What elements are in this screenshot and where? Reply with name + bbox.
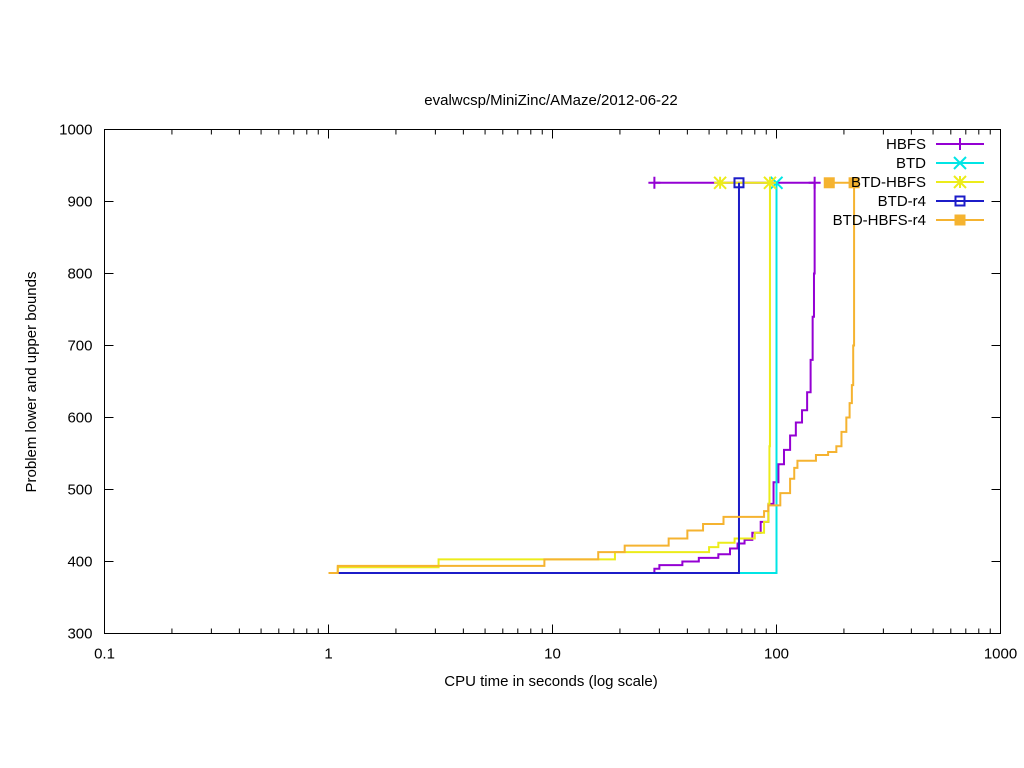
series-btd-hbfs-r4: [328, 177, 860, 575]
upper-bound-point: [769, 176, 784, 190]
legend-label: HBFS: [886, 136, 926, 153]
y-tick-label: 800: [67, 266, 92, 283]
y-tick-label: 600: [67, 410, 92, 427]
y-axis-label: Problem lower and upper bounds: [23, 272, 40, 493]
legend-item: BTD-HBFS-r4: [833, 212, 984, 229]
legend-label: BTD-HBFS: [851, 174, 926, 191]
legend: HBFS BTD BTD-HBFS BTD-r4 BTD-HBFS-r4: [833, 136, 984, 229]
y-tick-label: 500: [67, 482, 92, 499]
lower-bound-line: [328, 182, 771, 575]
legend-label: BTD: [896, 155, 926, 172]
legend-marker: [954, 195, 966, 207]
series-btd: [328, 176, 784, 575]
legend-item: BTD-HBFS: [851, 174, 984, 191]
legend-label: BTD-HBFS-r4: [833, 212, 926, 229]
x-tick-label: 10: [544, 646, 561, 663]
legend-marker: [954, 214, 966, 226]
series-layer: [328, 176, 860, 575]
y-axis-ticks: 300 400 500 600 700 800 900 1000: [59, 122, 1001, 643]
legend-item: BTD-r4: [878, 193, 984, 210]
legend-item: HBFS: [886, 136, 984, 153]
x-tick-label: 0.1: [94, 646, 115, 663]
y-tick-label: 1000: [59, 122, 92, 139]
x-tick-label: 1: [324, 646, 332, 663]
legend-label: BTD-r4: [878, 193, 926, 210]
upper-bound-point: [733, 177, 745, 189]
chart-title: evalwcsp/MiniZinc/AMaze/2012-06-22: [424, 92, 677, 109]
upper-bound-point: [713, 176, 727, 190]
legend-item: BTD: [896, 155, 984, 172]
series-btd-hbfs: [328, 176, 777, 575]
lower-bound-line: [337, 182, 740, 575]
upper-bound-point: [823, 177, 835, 189]
legend-marker: [953, 156, 967, 170]
x-tick-label: 1000: [984, 646, 1017, 663]
lower-bound-line: [328, 182, 856, 575]
x-axis-label: CPU time in seconds (log scale): [444, 673, 657, 690]
lower-bound-line: [653, 182, 816, 574]
y-tick-label: 900: [67, 194, 92, 211]
upper-bound-point: [648, 176, 661, 189]
upper-bound-point: [848, 177, 860, 189]
y-tick-label: 300: [67, 626, 92, 643]
upper-bound-point: [808, 176, 821, 189]
legend-marker: [954, 138, 966, 150]
y-tick-label: 400: [67, 554, 92, 571]
lower-bound-line: [328, 182, 778, 575]
x-tick-label: 100: [764, 646, 789, 663]
series-btd-r4: [337, 177, 745, 575]
legend-marker: [953, 175, 967, 189]
upper-bound-point: [763, 176, 777, 190]
plot-frame: [104, 129, 1001, 634]
x-axis-ticks: 0.1 1 10 100 1000: [94, 129, 1017, 663]
series-hbfs: [648, 176, 821, 574]
y-tick-label: 700: [67, 338, 92, 355]
